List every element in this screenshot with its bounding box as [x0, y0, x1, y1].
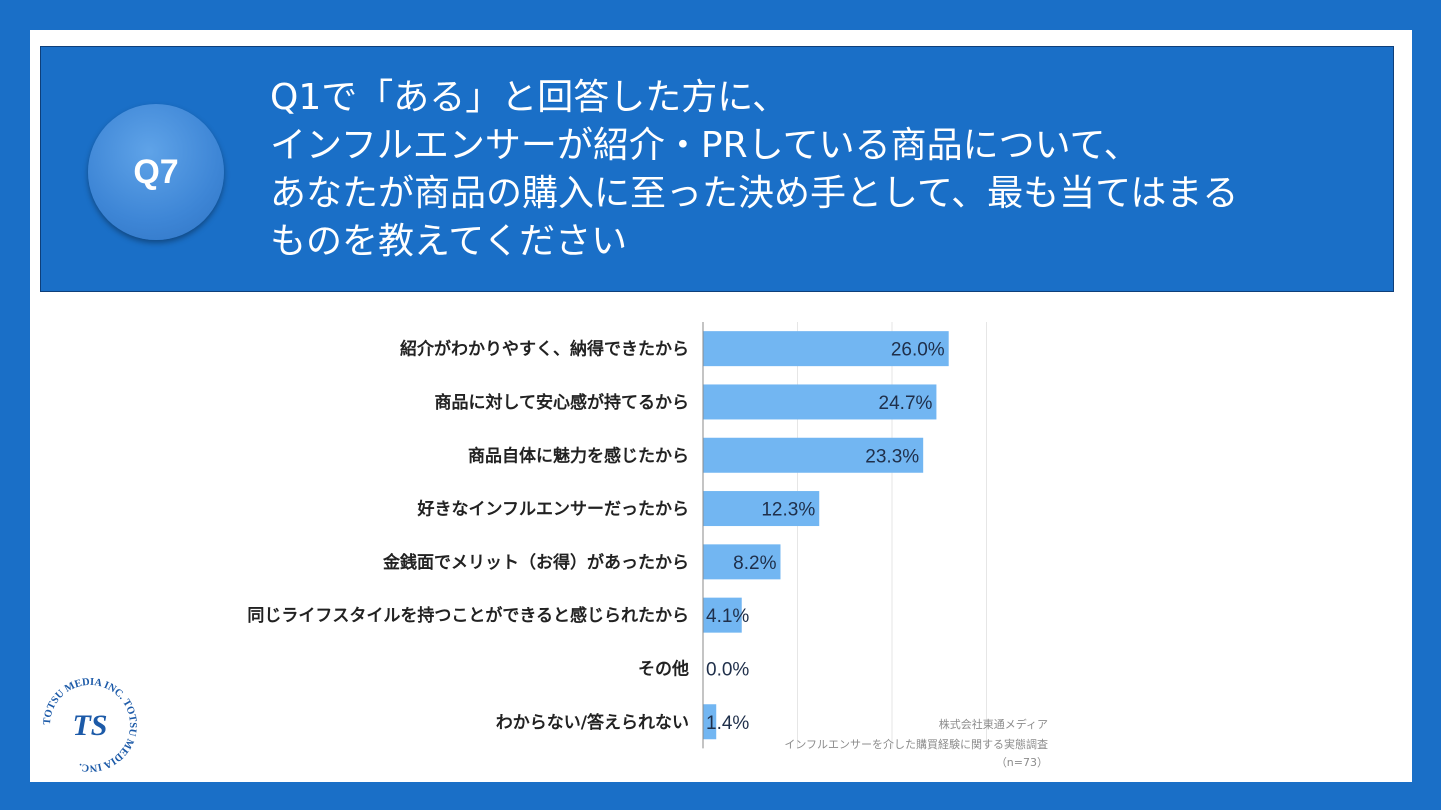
category-label: 同じライフスタイルを持つことができると感じられたから — [247, 605, 689, 626]
value-label: 26.0% — [891, 340, 945, 361]
category-label: その他 — [638, 658, 689, 679]
bar — [703, 597, 742, 633]
question-line-1: Q1で「ある」と回答した方に、 — [270, 77, 789, 118]
value-label: 12.3% — [761, 500, 815, 521]
source-note: （n=73） — [996, 756, 1048, 769]
category-label: 商品自体に魅力を感じたから — [468, 445, 689, 466]
question-header — [40, 46, 1394, 292]
bar — [703, 384, 937, 420]
question-line-2: インフルエンサーが紹介・PRしている商品について、 — [270, 125, 1140, 166]
category-label: わからない/答えられない — [496, 712, 689, 733]
value-label: 0.0% — [706, 659, 749, 680]
value-label: 23.3% — [865, 446, 919, 467]
totsu-media-logo: TOTSU MEDIA INC. TOTSU MEDIA INC. TS — [42, 677, 138, 773]
value-label: 4.1% — [706, 606, 749, 627]
question-number-badge: Q7 — [88, 104, 224, 240]
source-note: 株式会社東通メディア — [939, 717, 1048, 731]
bar — [703, 437, 924, 473]
logo-mark: TS — [72, 709, 107, 742]
value-label: 1.4% — [706, 713, 749, 734]
category-label: 紹介がわかりやすく、納得できたから — [400, 339, 689, 360]
category-label: 商品に対して安心感が持てるから — [435, 392, 690, 413]
value-label: 8.2% — [733, 553, 776, 574]
category-label: 好きなインフルエンサーだったから — [417, 499, 690, 520]
question-line-3: あなたが商品の購入に至った決め手として、最も当てはまる — [270, 173, 1239, 214]
bar — [703, 704, 717, 740]
question-line-4: ものを教えてください — [270, 221, 628, 262]
bar — [703, 331, 949, 367]
bar — [703, 491, 820, 527]
value-label: 24.7% — [879, 393, 933, 414]
source-note: インフルエンサーを介した購買経験に関する実態調査 — [784, 737, 1048, 751]
question-text: Q1で「ある」と回答した方に、 インフルエンサーが紹介・PRしている商品について… — [270, 74, 1370, 266]
category-label: 金銭面でメリット（お得）があったから — [382, 552, 689, 573]
bar — [703, 544, 781, 580]
